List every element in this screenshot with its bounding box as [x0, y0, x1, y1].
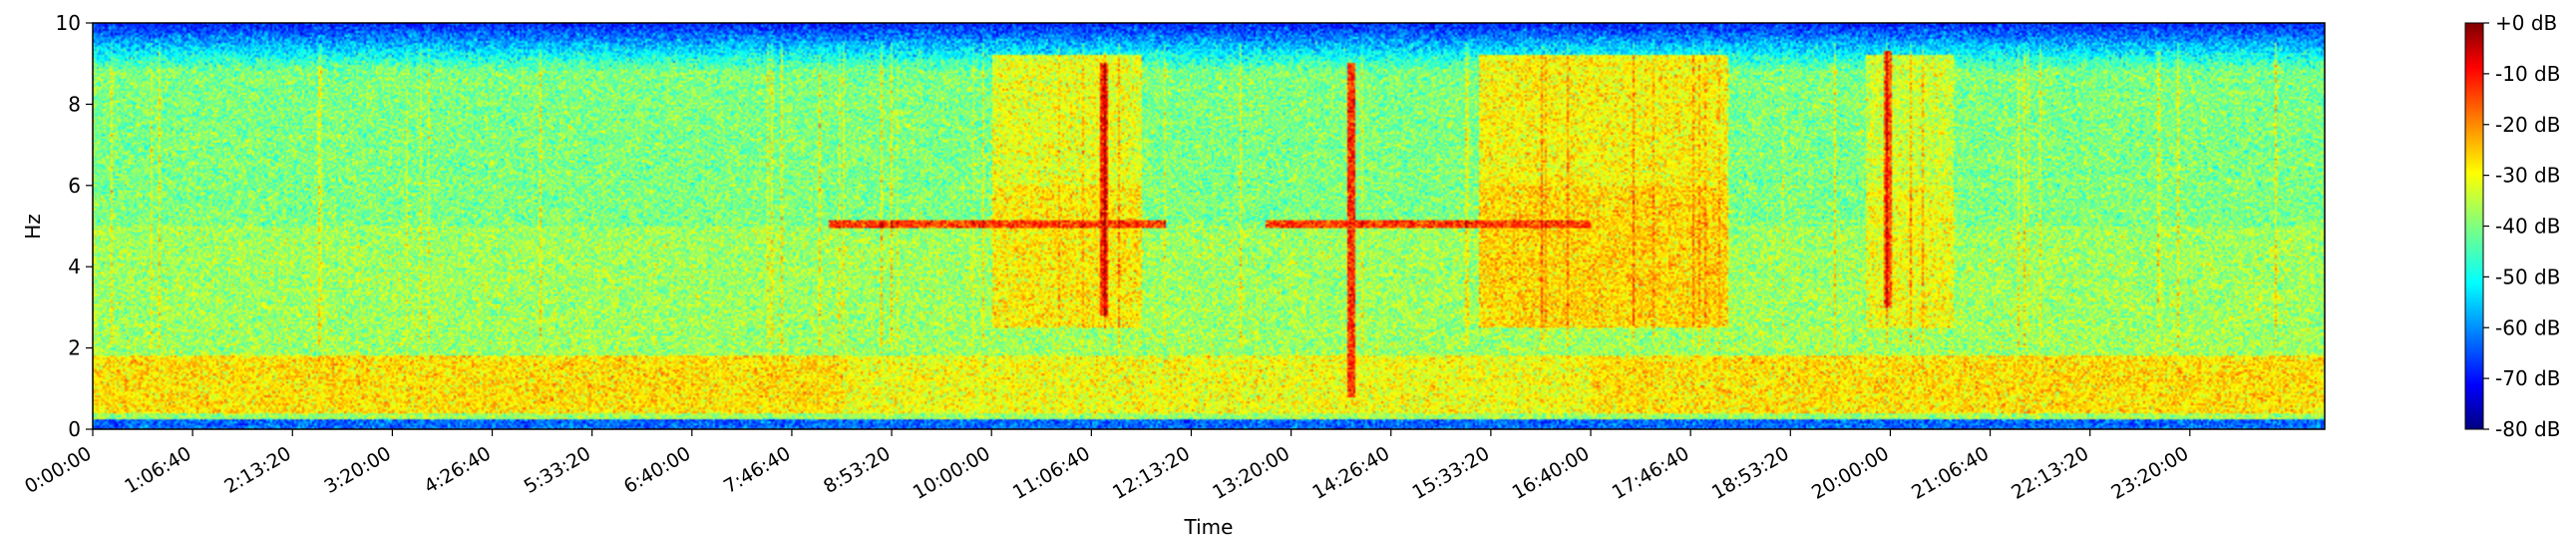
x-tick-label: 2:13:20: [220, 442, 294, 498]
x-tick-label: 21:06:40: [1908, 442, 1993, 504]
x-tick-label: 20:00:00: [1808, 442, 1893, 504]
colorbar-tick-label: -70 dB: [2495, 366, 2560, 390]
colorbar-tick-label: -40 dB: [2495, 215, 2560, 239]
colorbar-tick-label: -30 dB: [2495, 164, 2560, 188]
x-tick-label: 11:06:40: [1009, 442, 1094, 504]
x-tick-label: 0:00:00: [21, 442, 95, 498]
y-tick-label: 6: [68, 174, 81, 198]
x-tick-label: 15:33:20: [1408, 442, 1493, 504]
x-axis: 0:00:00 1:06:40 2:13:20 3:20:00 4:26:40 5:33:…: [21, 429, 2192, 504]
y-tick-label: 10: [56, 11, 81, 35]
y-tick-label: 8: [68, 92, 81, 116]
x-tick-label: 6:40:00: [620, 442, 694, 498]
x-tick-label: 13:20:00: [1209, 442, 1293, 504]
colorbar-tick-label: -60 dB: [2495, 315, 2560, 339]
y-axis: 0 2 4 6 8 10: [56, 11, 93, 441]
x-tick-label: 12:13:20: [1109, 442, 1194, 504]
y-tick-label: 4: [68, 255, 81, 278]
y-tick-label: 0: [68, 417, 81, 441]
x-tick-label: 4:26:40: [421, 442, 495, 498]
colorbar-tick-label: -20 dB: [2495, 113, 2560, 137]
spectrogram-heatmap: [93, 23, 2325, 429]
colorbar-axis: +0 dB -10 dB -20 dB -30 dB -40 dB -50 dB -60 d…: [2483, 11, 2560, 441]
x-axis-label: Time: [1184, 515, 1234, 539]
colorbar-tick-label: -80 dB: [2495, 417, 2560, 441]
x-tick-label: 14:26:40: [1308, 442, 1393, 504]
x-tick-label: 7:46:40: [720, 442, 794, 498]
colorbar-tick-label: -50 dB: [2495, 265, 2560, 288]
x-tick-label: 3:20:00: [320, 442, 394, 498]
y-axis-label: Hz: [21, 214, 45, 240]
x-tick-label: 1:06:40: [121, 442, 194, 498]
x-tick-label: 10:00:00: [910, 442, 994, 504]
colorbar-tick-label: +0 dB: [2495, 11, 2557, 35]
x-tick-label: 17:46:40: [1609, 442, 1693, 504]
x-tick-label: 16:40:00: [1509, 442, 1594, 504]
x-tick-label: 5:33:20: [521, 442, 594, 498]
colorbar-tick-label: -10 dB: [2495, 62, 2560, 86]
x-tick-label: 22:13:20: [2008, 442, 2092, 504]
x-tick-label: 18:53:20: [1708, 442, 1793, 504]
x-tick-label: 8:53:20: [820, 442, 894, 498]
x-tick-label: 23:20:00: [2107, 442, 2192, 504]
y-tick-label: 2: [68, 336, 81, 360]
colorbar: [2464, 22, 2484, 430]
plot-frame: [92, 22, 2326, 430]
